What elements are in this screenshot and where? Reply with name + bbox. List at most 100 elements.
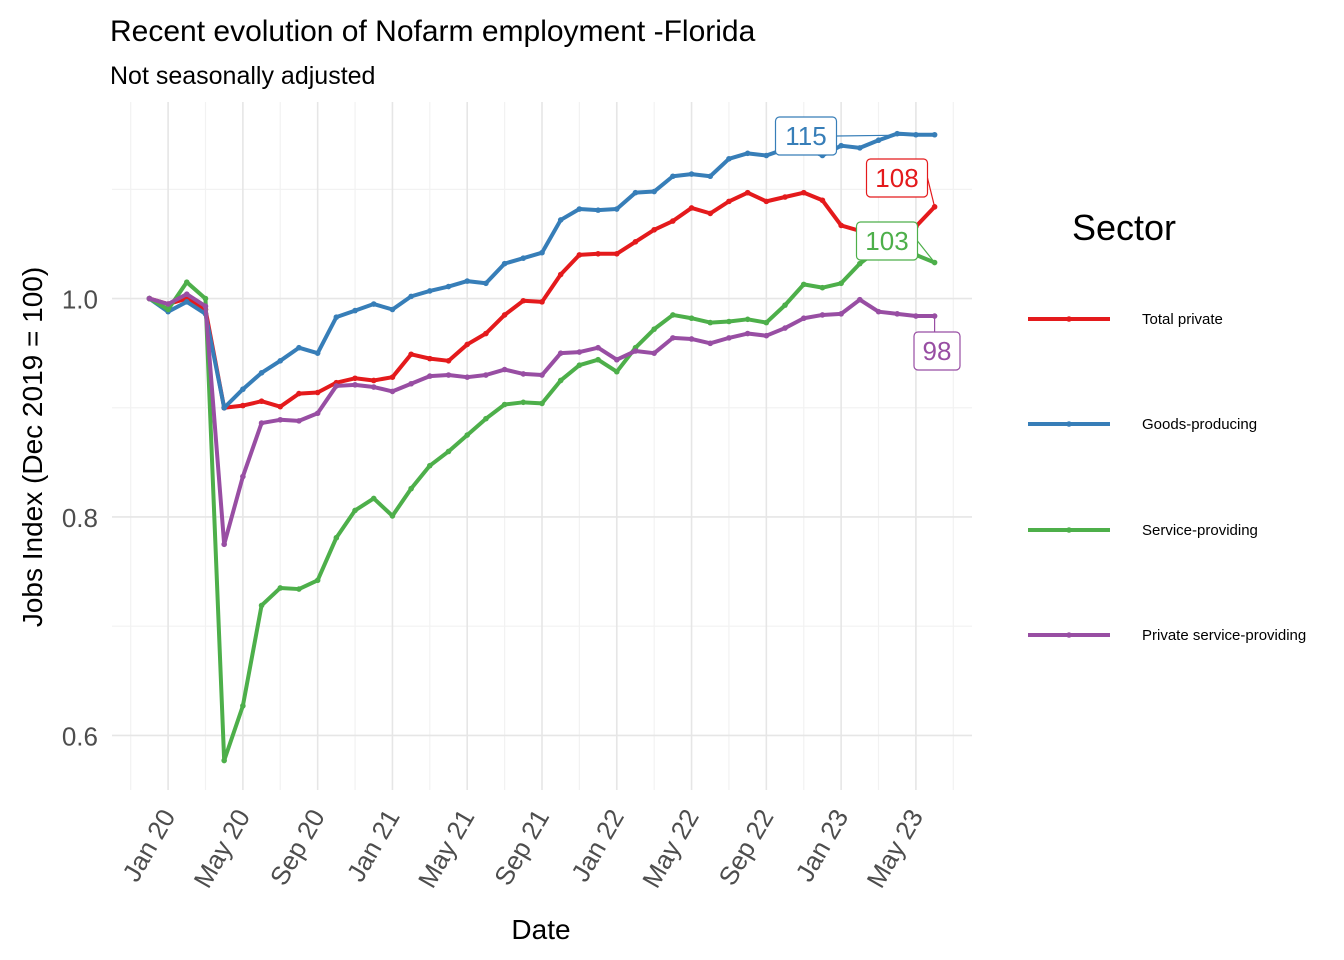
- data-point: [483, 415, 489, 422]
- data-point: [707, 210, 714, 217]
- legend-key-point: [1066, 421, 1072, 427]
- data-point: [539, 299, 545, 305]
- data-point: [165, 301, 171, 307]
- data-point: [595, 207, 601, 213]
- data-point: [913, 313, 919, 319]
- data-point: [427, 373, 433, 379]
- data-point: [464, 278, 471, 284]
- data-point: [688, 205, 695, 211]
- data-point: [333, 383, 340, 389]
- data-point: [464, 432, 471, 438]
- data-point: [314, 577, 321, 584]
- x-tick-label: May 20: [187, 804, 256, 893]
- x-tick-label: May 23: [860, 804, 929, 893]
- series-group: [146, 291, 938, 548]
- data-point: [651, 226, 657, 233]
- data-point: [427, 355, 433, 362]
- data-point: [277, 358, 284, 364]
- y-tick-label: 0.6: [62, 721, 98, 751]
- x-tick-label: Jan 23: [789, 804, 854, 887]
- data-point: [501, 260, 508, 267]
- x-tick-label: Jan 21: [341, 804, 406, 887]
- data-point: [857, 296, 863, 303]
- x-axis-ticks: Jan 20 May 20 Sep 20 Jan 21 May 21 Sep 21 Jan …: [116, 804, 929, 893]
- data-point: [688, 171, 695, 177]
- data-point: [595, 356, 601, 363]
- end-label: 108: [875, 163, 918, 193]
- x-tick-label: Sep 21: [488, 804, 555, 890]
- data-point: [427, 288, 433, 294]
- data-point: [146, 295, 153, 302]
- label-connector: [836, 134, 935, 137]
- data-point: [258, 602, 265, 609]
- legend-key-point: [1066, 527, 1072, 533]
- data-point: [258, 420, 265, 426]
- data-point: [819, 284, 826, 291]
- data-point: [445, 358, 452, 364]
- data-point: [240, 386, 246, 393]
- x-tick-label: May 22: [636, 804, 705, 893]
- legend: Sector Total private Goods-producing Servi…: [1028, 207, 1306, 644]
- data-point: [744, 330, 751, 337]
- label-connector: [926, 177, 936, 207]
- chart-title: Recent evolution of Nofarm employment -F…: [110, 15, 756, 48]
- data-point: [819, 312, 826, 318]
- data-point: [576, 349, 583, 355]
- data-point: [576, 252, 583, 258]
- data-point: [352, 507, 358, 514]
- legend-label: Goods-producing: [1142, 416, 1257, 433]
- x-axis-title: Date: [511, 914, 570, 945]
- data-point: [576, 206, 583, 212]
- data-point: [875, 137, 882, 144]
- y-axis-ticks: 0.6 0.8 1.0: [62, 285, 98, 752]
- data-point: [277, 585, 284, 591]
- data-point: [445, 283, 452, 290]
- data-point: [688, 315, 695, 322]
- data-point: [183, 291, 190, 298]
- data-point: [819, 197, 826, 204]
- label-connector: [917, 240, 936, 263]
- data-point: [520, 297, 527, 304]
- data-point: [445, 448, 452, 455]
- data-point: [296, 418, 302, 424]
- data-point: [501, 312, 508, 318]
- data-point: [838, 142, 844, 149]
- data-point: [539, 372, 545, 378]
- data-point: [240, 473, 246, 480]
- data-point: [726, 335, 732, 341]
- end-label: 115: [785, 121, 826, 151]
- data-point: [707, 319, 714, 326]
- data-point: [557, 271, 564, 278]
- data-point: [445, 372, 452, 378]
- data-point: [894, 311, 901, 317]
- data-point: [408, 380, 414, 387]
- data-point: [632, 189, 639, 196]
- end-labels: 108 115 103 98: [774, 116, 961, 371]
- data-point: [258, 398, 265, 405]
- data-point: [370, 384, 377, 390]
- data-point: [333, 314, 340, 320]
- data-point: [183, 299, 190, 305]
- x-tick-label: Sep 20: [264, 804, 331, 890]
- y-tick-label: 1.0: [62, 285, 98, 315]
- data-point: [277, 403, 284, 410]
- data-point: [763, 198, 770, 205]
- data-point: [726, 155, 732, 162]
- data-point: [464, 374, 471, 381]
- data-point: [258, 370, 265, 376]
- data-point: [483, 330, 489, 337]
- end-label: 103: [865, 226, 908, 256]
- data-point: [539, 249, 545, 256]
- data-point: [613, 206, 620, 212]
- data-point: [576, 362, 583, 368]
- data-point: [857, 145, 863, 151]
- data-point: [838, 280, 844, 287]
- data-point: [875, 308, 882, 315]
- data-point: [857, 260, 863, 267]
- data-point: [670, 173, 676, 180]
- data-point: [632, 238, 639, 245]
- data-point: [613, 250, 620, 257]
- data-point: [314, 410, 321, 417]
- x-tick-label: May 21: [412, 804, 481, 893]
